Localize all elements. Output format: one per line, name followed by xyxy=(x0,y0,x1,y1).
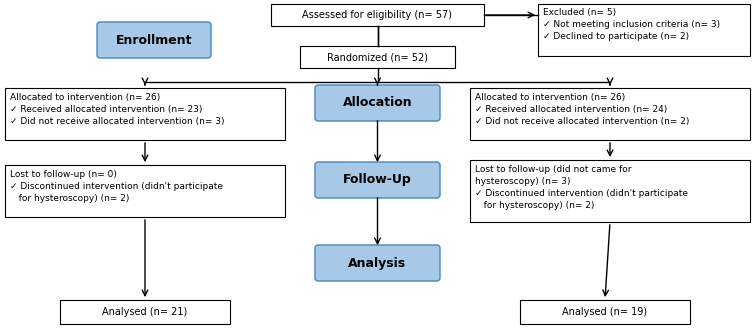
FancyBboxPatch shape xyxy=(97,22,211,58)
FancyBboxPatch shape xyxy=(315,85,440,121)
Text: Excluded (n= 5)
✓ Not meeting inclusion criteria (n= 3)
✓ Declined to participat: Excluded (n= 5) ✓ Not meeting inclusion … xyxy=(543,8,720,41)
Text: Allocated to intervention (n= 26)
✓ Received allocated intervention (n= 24)
✓ Di: Allocated to intervention (n= 26) ✓ Rece… xyxy=(475,93,689,126)
FancyBboxPatch shape xyxy=(271,4,484,26)
Text: Assessed for eligibility (n= 57): Assessed for eligibility (n= 57) xyxy=(303,10,452,20)
FancyBboxPatch shape xyxy=(315,245,440,281)
Text: Follow-Up: Follow-Up xyxy=(343,173,412,186)
Text: Analysed (n= 19): Analysed (n= 19) xyxy=(562,307,648,317)
FancyBboxPatch shape xyxy=(300,46,455,68)
Text: Analysed (n= 21): Analysed (n= 21) xyxy=(103,307,188,317)
FancyBboxPatch shape xyxy=(60,300,230,324)
Text: Lost to follow-up (did not came for
hysteroscopy) (n= 3)
✓ Discontinued interven: Lost to follow-up (did not came for hyst… xyxy=(475,165,688,211)
Text: Enrollment: Enrollment xyxy=(116,33,193,46)
FancyBboxPatch shape xyxy=(538,4,750,56)
FancyBboxPatch shape xyxy=(470,88,750,140)
Text: Lost to follow-up (n= 0)
✓ Discontinued intervention (didn't participate
   for : Lost to follow-up (n= 0) ✓ Discontinued … xyxy=(10,170,223,203)
FancyBboxPatch shape xyxy=(5,165,285,217)
FancyBboxPatch shape xyxy=(520,300,690,324)
Text: Allocated to intervention (n= 26)
✓ Received allocated intervention (n= 23)
✓ Di: Allocated to intervention (n= 26) ✓ Rece… xyxy=(10,93,224,126)
Text: Allocation: Allocation xyxy=(343,97,412,110)
FancyBboxPatch shape xyxy=(315,162,440,198)
Text: Randomized (n= 52): Randomized (n= 52) xyxy=(327,52,428,62)
FancyBboxPatch shape xyxy=(5,88,285,140)
FancyBboxPatch shape xyxy=(470,160,750,222)
Text: Analysis: Analysis xyxy=(349,257,406,269)
